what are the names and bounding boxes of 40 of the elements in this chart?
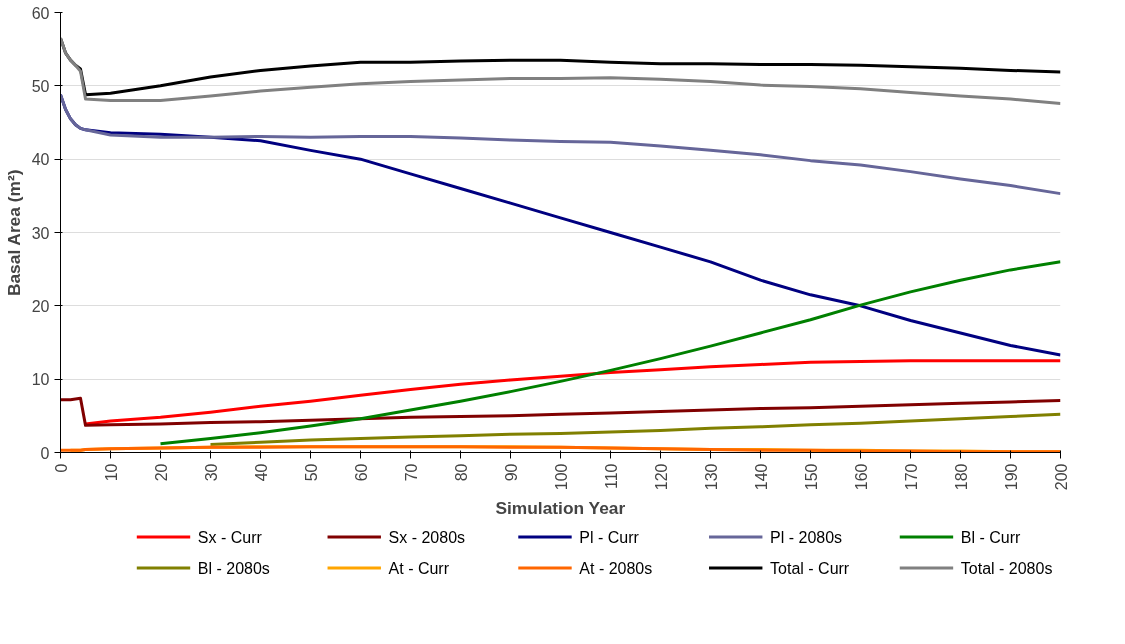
y-tick-label: 60 — [31, 4, 50, 22]
x-tick-label: 160 — [852, 463, 870, 491]
x-tick-label: 170 — [902, 463, 920, 491]
legend-label: Bl - 2080s — [197, 559, 270, 577]
x-tick-label: 90 — [502, 463, 520, 482]
x-tick-label: 100 — [552, 463, 570, 491]
legend-label: Total - Curr — [770, 559, 850, 577]
x-tick-label: 110 — [602, 463, 620, 490]
x-tick-label: 200 — [1052, 463, 1070, 491]
y-tick-label: 10 — [31, 371, 50, 389]
legend-label: Sx - 2080s — [388, 528, 466, 546]
x-tick-label: 0 — [52, 463, 70, 473]
legend-label: Bl - Curr — [960, 528, 1022, 546]
x-tick-label: 80 — [452, 463, 470, 482]
legend-label: At - 2080s — [579, 559, 653, 577]
legend-label: Total - 2080s — [960, 559, 1053, 577]
y-tick-label: 30 — [31, 224, 50, 242]
x-tick-label: 140 — [752, 463, 770, 491]
x-tick-label: 50 — [302, 463, 320, 482]
y-axis-title: Basal Area (m²) — [3, 169, 24, 297]
x-tick-label: 190 — [1002, 463, 1020, 491]
legend-label: Sx - Curr — [197, 528, 263, 546]
x-axis-title: Simulation Year — [495, 498, 626, 519]
x-tick-label: 60 — [352, 463, 370, 482]
legend-label: Pl - 2080s — [770, 528, 843, 546]
legend-label: Pl - Curr — [579, 528, 640, 546]
x-tick-label: 20 — [152, 463, 170, 482]
y-tick-label: 40 — [31, 151, 50, 169]
x-tick-label: 120 — [652, 463, 670, 491]
x-tick-label: 30 — [202, 463, 220, 482]
x-tick-label: 150 — [802, 463, 820, 491]
legend-label: At - Curr — [388, 559, 450, 577]
y-tick-label: 20 — [31, 297, 50, 315]
x-tick-label: 180 — [952, 463, 970, 491]
y-tick-label: 0 — [40, 444, 50, 462]
x-tick-label: 70 — [402, 463, 420, 482]
y-tick-label: 50 — [31, 77, 50, 95]
x-tick-label: 10 — [102, 463, 120, 482]
x-tick-label: 40 — [252, 463, 270, 482]
x-tick-label: 130 — [702, 463, 720, 491]
